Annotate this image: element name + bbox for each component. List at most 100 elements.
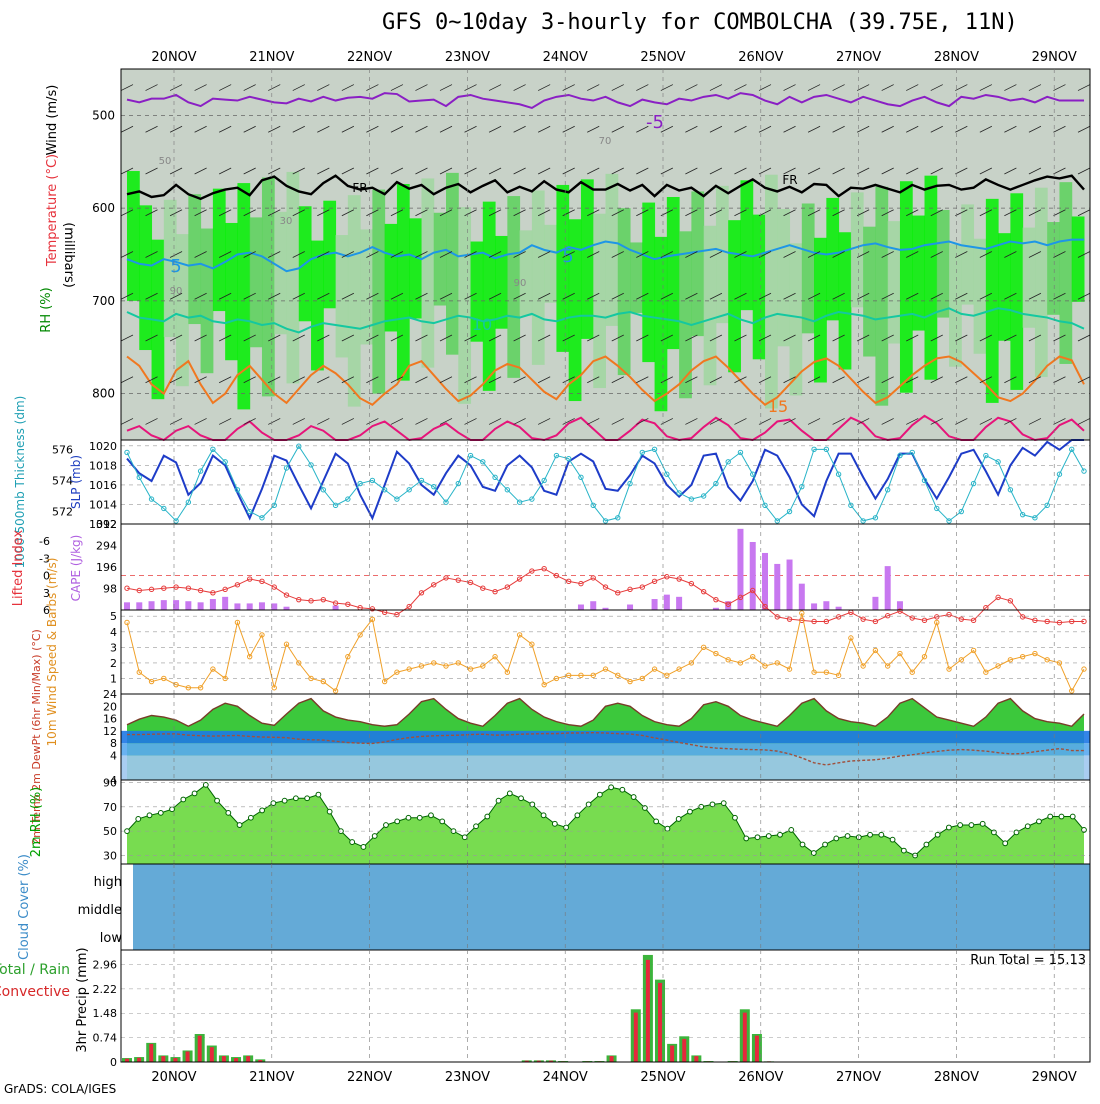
- contour-label: 5: [170, 256, 181, 277]
- rh-cell: [286, 171, 300, 384]
- rh-point: [642, 805, 648, 811]
- precip-convective-bar: [173, 1058, 178, 1062]
- credit-label: GrADS: COLA/IGES: [4, 1082, 117, 1096]
- rh-point: [1013, 829, 1020, 836]
- thickness-point: [651, 446, 658, 453]
- rh-point: [889, 836, 896, 843]
- thickness-point: [737, 449, 744, 456]
- rh-point: [135, 816, 142, 822]
- thickness-point: [774, 518, 780, 524]
- wind-barb: [390, 209, 404, 217]
- wind-barb: [587, 167, 600, 175]
- date-label-top: 23NOV: [445, 50, 490, 65]
- lifted-index-point: [688, 580, 695, 587]
- wind-barb: [537, 292, 551, 300]
- wind-barb: [660, 334, 674, 342]
- wind-barb: [636, 167, 649, 175]
- wind-barb: [1053, 334, 1066, 342]
- rh-tick-label: 30: [103, 849, 117, 862]
- wind-barb: [513, 209, 526, 217]
- wind-speed-point: [578, 672, 584, 679]
- wind-barb: [1004, 251, 1017, 258]
- wind-barb: [685, 418, 698, 425]
- lifted-index-point: [148, 586, 155, 593]
- wind-barb: [636, 251, 649, 258]
- wind-barb: [709, 334, 723, 342]
- cape-bar: [811, 603, 818, 610]
- precip-tick-label: 1.48: [93, 1007, 118, 1020]
- lifted-index-point: [664, 574, 670, 580]
- lifted-index-point: [811, 618, 817, 625]
- rh-point: [1081, 827, 1087, 833]
- wind-barb: [513, 334, 526, 342]
- thickness-point: [320, 487, 327, 493]
- wind-speed-point: [602, 666, 609, 672]
- wind-barb: [734, 334, 747, 342]
- wind-barb: [881, 251, 894, 258]
- thickness-point: [480, 459, 486, 465]
- wind-barb: [120, 125, 134, 133]
- lifted-index-point: [1019, 614, 1026, 620]
- lifted-index-point: [615, 590, 621, 596]
- cape-bar: [332, 605, 339, 610]
- wind-barb: [317, 84, 330, 91]
- lifted-index-point: [578, 580, 584, 587]
- lifted-index-point: [529, 568, 535, 574]
- rh-point: [124, 828, 130, 835]
- lifted-index-point: [492, 588, 498, 595]
- rh-cell: [274, 211, 287, 335]
- wind-barb: [194, 292, 207, 300]
- rh-axis-label: RH (%): [39, 287, 54, 332]
- thickness-point: [529, 496, 535, 502]
- wind-barb: [120, 209, 134, 217]
- rh-point: [292, 795, 299, 802]
- thickness-point: [946, 518, 952, 524]
- wind-barb: [218, 167, 232, 175]
- wind-speed-point: [431, 660, 437, 666]
- wind-tick-label: 5: [110, 610, 117, 623]
- date-label-bottom: 24NOV: [543, 1070, 588, 1085]
- wind-speed-point: [700, 644, 707, 651]
- wind-barb: [390, 251, 404, 258]
- pressure-tick-label: 700: [92, 294, 115, 308]
- cape-bar: [124, 602, 130, 610]
- wind-barb: [1053, 84, 1066, 91]
- thickness-point: [541, 477, 547, 484]
- wind-barb: [218, 334, 232, 342]
- wind-barb: [439, 292, 453, 300]
- wind-barb: [341, 125, 355, 133]
- temp-band: [121, 743, 1090, 756]
- wind-speed-point: [1019, 653, 1026, 660]
- rh-point: [675, 816, 682, 822]
- isotherm-10: [126, 307, 1085, 334]
- thickness-point: [136, 474, 142, 481]
- rh-cell: [691, 191, 705, 337]
- cloud-axis-label: Cloud Cover (%): [17, 854, 32, 960]
- date-label-top: 27NOV: [836, 50, 881, 65]
- wind-barb: [464, 334, 477, 342]
- wind-barb: [366, 334, 379, 342]
- rh-point: [270, 800, 277, 807]
- thickness-point: [1007, 487, 1014, 493]
- run-total-label: Run Total = 15.13: [970, 953, 1086, 968]
- rh-point: [867, 831, 873, 838]
- wind-speed-point: [345, 653, 351, 660]
- wind10m-axis-label: 10m Wind Speed & Barbs (m/s): [45, 558, 59, 747]
- wind-barb: [636, 376, 649, 384]
- contour-label: 10: [472, 315, 492, 334]
- wind-barb: [268, 334, 281, 342]
- wind-barb: [169, 251, 183, 258]
- wind-barb: [758, 334, 772, 342]
- thickness-point: [161, 505, 167, 512]
- rh-cell: [936, 209, 950, 318]
- wind-speed-point: [921, 653, 928, 660]
- wind-speed-point: [737, 660, 744, 666]
- wind-barb: [415, 292, 428, 300]
- wind-speed-line: [126, 613, 1085, 693]
- wind-barb: [955, 418, 968, 425]
- wind-barb: [587, 251, 600, 258]
- wind-speed-point: [909, 669, 915, 675]
- precip-convective-bar: [524, 1060, 529, 1062]
- wind-barb: [194, 418, 207, 425]
- thickness-point: [308, 462, 314, 468]
